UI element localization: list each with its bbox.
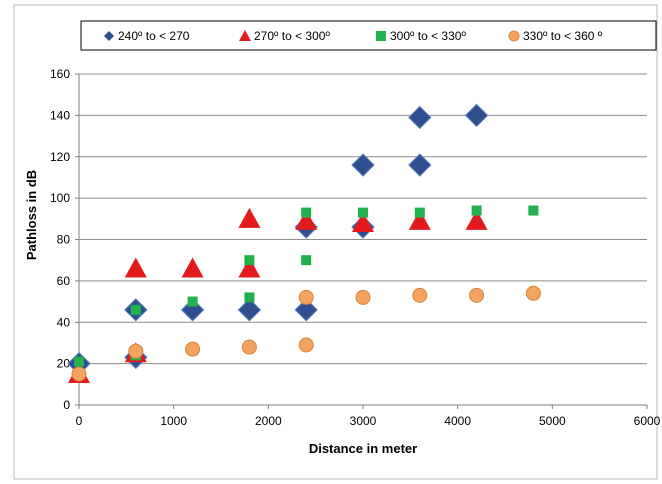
- legend-label: 330º to < 360 º: [523, 29, 603, 43]
- axes: [78, 74, 647, 406]
- chart-border: [13, 4, 658, 480]
- legend-label: 300º to < 330º: [390, 29, 466, 43]
- data-point: [124, 257, 147, 278]
- data-point: [298, 337, 314, 353]
- y-tick-label: 20: [57, 357, 71, 371]
- data-point: [414, 207, 425, 218]
- data-point: [301, 255, 312, 266]
- data-point: [525, 285, 541, 301]
- data-point: [408, 209, 431, 230]
- data-point: [74, 356, 84, 367]
- x-tick-label: 6000: [634, 414, 661, 428]
- legend-item: 270º to < 300º: [239, 29, 330, 43]
- legend-item: 300º to < 330º: [376, 29, 466, 43]
- legend: 240º to < 270 270º to < 300º 300º to < 330…: [80, 20, 657, 51]
- data-point: [244, 292, 255, 303]
- x-axis-title: Distance in meter: [309, 441, 417, 456]
- series-4: [71, 285, 541, 382]
- legend-marker: [239, 30, 251, 41]
- data-point: [301, 207, 312, 218]
- y-tick-label: 120: [50, 150, 70, 164]
- data-point: [408, 153, 432, 177]
- legend-marker: [104, 31, 114, 41]
- y-tick-label: 0: [63, 398, 70, 412]
- legend-label: 270º to < 300º: [254, 29, 330, 43]
- legend-box: [80, 20, 657, 51]
- data-point: [180, 298, 205, 322]
- x-tick-labels: 0 1000 2000 3000 4000 5000 6000: [76, 414, 661, 428]
- data-point: [465, 209, 488, 230]
- data-point: [464, 103, 489, 128]
- data-point: [412, 287, 428, 303]
- data-point: [238, 207, 261, 228]
- data-point: [355, 289, 371, 305]
- data-point: [237, 298, 262, 322]
- data-point: [295, 209, 318, 230]
- legend-marker: [376, 31, 386, 41]
- y-tick-label: 100: [50, 191, 70, 205]
- data-point: [408, 105, 432, 130]
- data-point: [351, 153, 375, 177]
- x-tick-label: 4000: [444, 414, 471, 428]
- y-tick-label: 60: [57, 274, 71, 288]
- y-axis-title: Pathloss in dB: [24, 170, 39, 260]
- data-point: [298, 289, 314, 305]
- x-tick-label: 1000: [160, 414, 187, 428]
- data-point: [528, 205, 539, 216]
- data-point: [294, 298, 318, 322]
- data-point: [244, 255, 255, 266]
- y-tick-label: 160: [50, 67, 70, 81]
- data-point: [130, 304, 141, 315]
- data-point: [241, 339, 257, 355]
- data-point: [238, 257, 261, 278]
- legend-label: 240º to < 270: [118, 29, 190, 43]
- data-markers: [67, 103, 541, 383]
- y-tick-labels: 0 20 40 60 80 100 120 140 160: [50, 67, 70, 412]
- x-tick-label: 0: [76, 414, 83, 428]
- data-point: [185, 341, 201, 357]
- data-point: [128, 343, 144, 359]
- legend-item: 240º to < 270: [104, 29, 190, 43]
- x-tick-label: 3000: [350, 414, 377, 428]
- x-tick-label: 5000: [539, 414, 566, 428]
- x-tick-label: 2000: [255, 414, 282, 428]
- data-point: [187, 296, 198, 307]
- y-tick-label: 40: [57, 315, 71, 329]
- data-point: [181, 257, 204, 278]
- y-tick-label: 140: [50, 108, 70, 122]
- data-point: [471, 205, 482, 216]
- data-point: [352, 211, 374, 232]
- data-point: [469, 287, 485, 303]
- data-point: [358, 207, 368, 218]
- data-point: [71, 366, 87, 382]
- legend-item: 330º to < 360 º: [508, 29, 603, 43]
- legend-marker: [508, 30, 520, 42]
- y-tick-label: 80: [57, 233, 71, 247]
